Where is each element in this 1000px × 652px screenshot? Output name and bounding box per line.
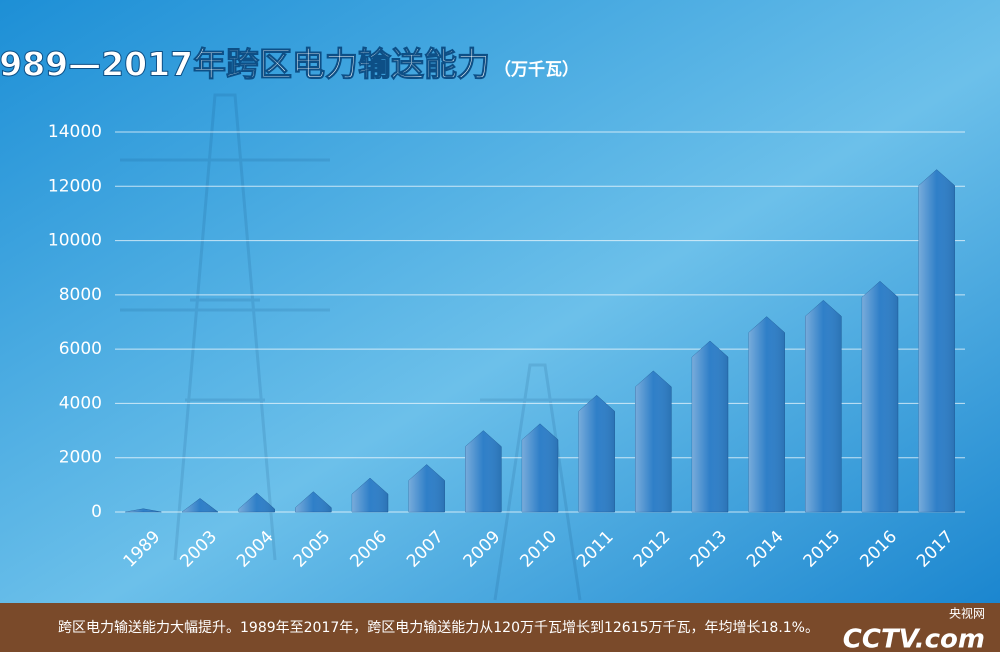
y-tick-label: 2000 (59, 448, 102, 468)
bar-shine (182, 498, 218, 512)
bar-shine (295, 491, 332, 512)
bar-shine (522, 423, 558, 512)
y-tick-label: 8000 (59, 285, 102, 305)
bar-shine (918, 169, 955, 513)
y-tick-label: 14000 (48, 122, 102, 142)
bar-shine (862, 281, 898, 512)
bar-shine (748, 316, 785, 512)
bar-shine (465, 430, 502, 512)
bar-shine (635, 370, 672, 512)
y-tick-label: 6000 (59, 339, 102, 359)
bar-shine (238, 493, 275, 512)
y-tick-label: 4000 (59, 393, 102, 413)
logo-bg (820, 606, 995, 650)
unit-label: （万千瓦） (494, 59, 579, 80)
tower-decoration (120, 93, 595, 601)
bar-shine (578, 395, 615, 512)
logo: CCTV.com (843, 625, 985, 652)
chart-title: 1989—2017年跨区电力输送能力 (0, 45, 490, 84)
background (0, 0, 1000, 603)
bar-shine (125, 508, 162, 512)
y-tick-label: 10000 (48, 231, 102, 251)
bar-shine (692, 341, 728, 512)
y-tick-label: 0 (91, 502, 102, 522)
bar-shine (805, 300, 842, 512)
footer-text: 跨区电力输送能力大幅提升。1989年至2017年，跨区电力输送能力从120万千瓦… (58, 620, 819, 636)
y-tick-label: 12000 (48, 176, 102, 196)
bar-shine (352, 478, 388, 512)
logo-sub: 央视网 (949, 606, 985, 621)
bar-shine (408, 464, 445, 512)
